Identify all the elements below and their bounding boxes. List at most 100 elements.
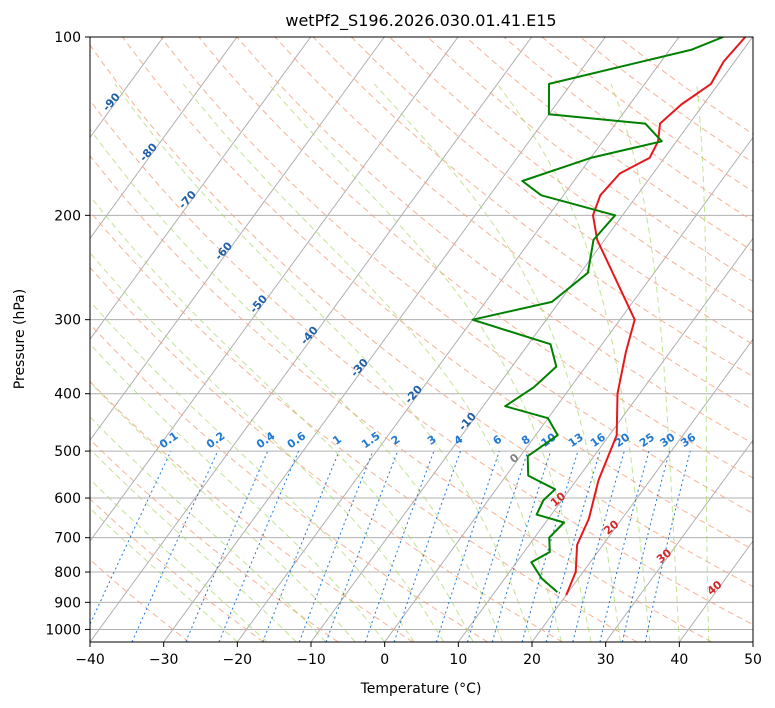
dry-adiabat-line — [465, 37, 753, 252]
dry-adiabat-label: -80 — [137, 140, 160, 164]
moist-adiabat-line — [90, 128, 503, 642]
axes: −40 −30 −20 −10 0 10 20 30 40 5010020030040050060… — [45, 30, 762, 668]
y-tick-label: 700 — [54, 531, 81, 547]
mixing-ratio-label: 36 — [678, 430, 698, 450]
mixing-ratio-line — [131, 450, 219, 642]
mixing-ratio-line — [545, 450, 601, 642]
mixing-ratio-line — [364, 450, 435, 642]
moist-adiabat-line — [610, 83, 680, 642]
dry-adiabat-line — [90, 210, 638, 642]
mixing-ratio-label: 4 — [452, 433, 466, 448]
dry-adiabat-label: -40 — [298, 324, 321, 348]
mixing-ratio-line — [621, 450, 670, 642]
moist-adiabat-line — [496, 83, 651, 642]
moist-adiabat-line — [90, 251, 445, 642]
moist-adiabat-line — [90, 343, 386, 642]
isotherm-line — [90, 37, 533, 642]
x-tick-label: 30 — [597, 652, 615, 668]
y-tick-label: 1000 — [45, 622, 81, 638]
x-tick-label: −20 — [223, 652, 253, 668]
mixing-ratio-line — [325, 450, 399, 642]
mixing-ratio-label: 6 — [490, 433, 504, 448]
y-tick-label: 900 — [54, 595, 81, 611]
dry-adiabat-line — [90, 323, 488, 642]
y-tick-label: 200 — [54, 208, 81, 224]
mixing-ratio-label: 13 — [566, 431, 586, 450]
plot-frame — [89, 36, 754, 643]
mixing-ratio-label: 0.2 — [204, 429, 227, 451]
moist-adiabat-line — [696, 83, 710, 642]
isotherm-line — [90, 37, 385, 442]
dry-adiabat-line — [160, 37, 753, 514]
mixing-ratio-line — [467, 450, 529, 642]
dry-adiabat-line — [198, 37, 753, 479]
moist-adiabat-line — [90, 416, 327, 642]
temperature-profile-line — [565, 37, 747, 596]
dry-adiabat-label: -60 — [212, 239, 235, 263]
mixing-ratio-line — [393, 450, 461, 642]
x-tick-label: 10 — [449, 652, 467, 668]
dry-adiabat-line — [312, 37, 753, 378]
x-tick-label: 0 — [380, 652, 389, 668]
mixing-ratio-line — [599, 450, 650, 642]
dry-adiabat-label: -10 — [456, 410, 479, 434]
mixing-ratio-line — [521, 450, 579, 642]
mixing-ratio-label: 0.4 — [254, 429, 278, 451]
moist-adiabat-label: 30 — [654, 546, 674, 566]
isotherm-line — [752, 641, 753, 642]
dry-adiabat-line — [503, 37, 753, 222]
dry-adiabat-line — [90, 266, 563, 642]
isotherm-line — [90, 37, 459, 542]
isotherm-line — [605, 439, 753, 642]
y-tick-label: 500 — [54, 444, 81, 460]
dry-adiabat-line — [122, 37, 753, 551]
dry-adiabat-label: -20 — [402, 383, 425, 407]
y-tick-label: 400 — [54, 387, 81, 403]
mixing-ratio-line — [491, 450, 552, 642]
x-tick-label: 20 — [523, 652, 541, 668]
dry-adiabat-line — [90, 44, 753, 588]
isotherm-line — [457, 237, 753, 642]
moist-adiabat-line — [90, 300, 415, 642]
dry-adiabat-label: -50 — [247, 292, 270, 316]
y-tick-label: 300 — [54, 313, 81, 329]
mixing-ratio-line — [298, 450, 374, 642]
isotherm-line — [384, 136, 753, 642]
dry-adiabat-line — [90, 154, 712, 642]
x-axis-title: Temperature (°C) — [360, 681, 482, 697]
dewpoint-profile-line — [471, 37, 724, 593]
chart-title: wetPf2_S196.2026.030.01.41.E15 — [285, 11, 556, 31]
isotherm-line — [531, 338, 753, 642]
isotherm-line — [236, 37, 680, 642]
dry-adiabat-line — [236, 37, 753, 445]
moist-adiabat-label: 0 — [507, 451, 521, 466]
dry-adiabat-line — [389, 37, 753, 314]
y-tick-label: 600 — [54, 491, 81, 507]
moist-adiabat-line — [90, 195, 474, 642]
mixing-ratio-line — [90, 450, 172, 626]
moist-adiabat-line — [90, 478, 268, 642]
moist-adiabat-line — [267, 83, 592, 642]
moist-adiabat-line — [114, 83, 533, 642]
dry-adiabat-line — [274, 37, 753, 411]
x-tick-label: 40 — [670, 652, 688, 668]
dry-adiabat-label: -30 — [348, 356, 371, 380]
mixing-ratio-line — [262, 450, 340, 642]
x-tick-label: −30 — [149, 652, 179, 668]
isotherm-line — [90, 37, 312, 341]
dry-adiabat-line — [427, 37, 753, 283]
y-tick-label: 100 — [54, 30, 81, 46]
mixing-ratio-label: 8 — [519, 433, 533, 448]
mixing-ratio-label: 2 — [389, 433, 403, 448]
mixing-ratio-line — [572, 450, 625, 642]
x-tick-label: −40 — [75, 652, 105, 668]
dry-adiabat-line — [90, 99, 753, 626]
mixing-ratio-line — [644, 450, 691, 642]
profile-lines — [471, 37, 747, 596]
moist-adiabat-line — [90, 381, 356, 642]
background-lines — [90, 37, 753, 642]
dry-adiabat-line — [617, 37, 753, 135]
y-tick-label: 800 — [54, 565, 81, 581]
